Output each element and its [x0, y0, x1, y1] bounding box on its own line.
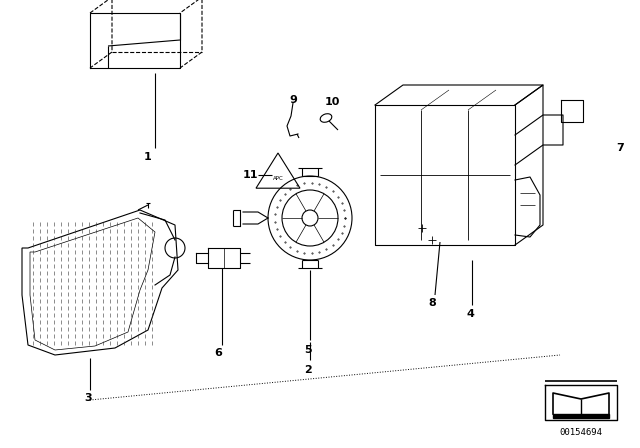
Text: 9: 9 — [289, 95, 297, 105]
Text: APC: APC — [273, 177, 284, 181]
Text: 2: 2 — [304, 365, 312, 375]
Text: 5: 5 — [304, 345, 312, 355]
Text: 11: 11 — [243, 170, 258, 180]
Text: 4: 4 — [466, 309, 474, 319]
Text: 8: 8 — [428, 298, 436, 308]
Text: 10: 10 — [324, 97, 340, 107]
Text: 6: 6 — [214, 348, 222, 358]
Text: 1: 1 — [144, 152, 152, 162]
Text: 00154694: 00154694 — [559, 428, 602, 437]
Text: 3: 3 — [84, 393, 92, 403]
Polygon shape — [553, 414, 609, 418]
Text: 7: 7 — [616, 143, 624, 153]
